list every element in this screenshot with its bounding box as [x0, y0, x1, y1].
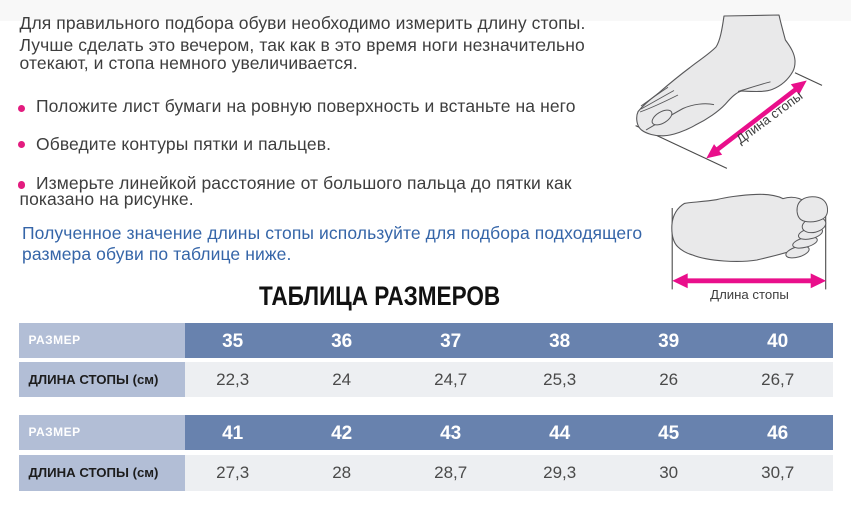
svg-text:Длина стопы: Длина стопы — [733, 88, 805, 147]
svg-text:Длина стопы: Длина стопы — [710, 287, 789, 302]
